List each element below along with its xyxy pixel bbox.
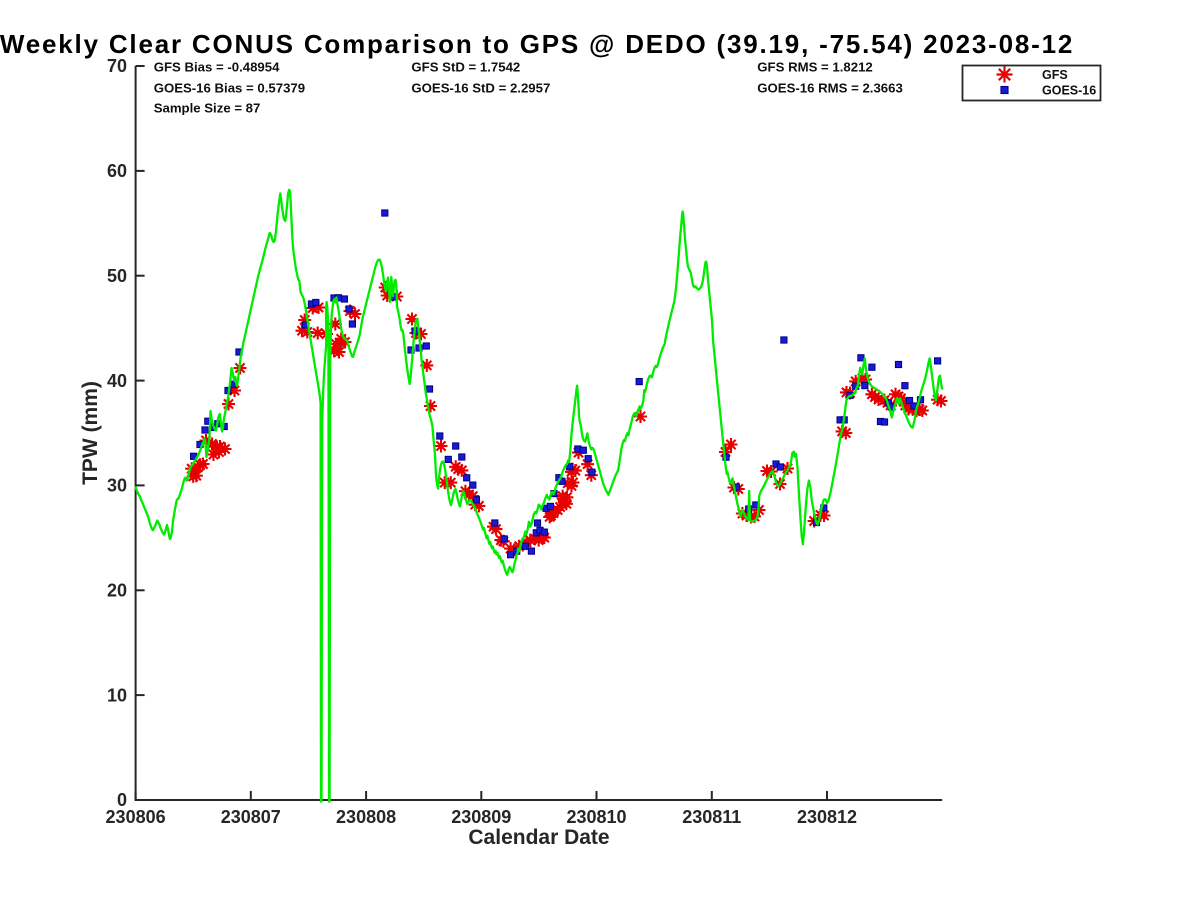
svg-text:230808: 230808: [336, 807, 396, 827]
svg-text:230810: 230810: [566, 807, 626, 827]
svg-text:70: 70: [107, 56, 127, 76]
svg-text:60: 60: [107, 161, 127, 181]
svg-text:230811: 230811: [682, 807, 741, 827]
svg-text:GFS Bias = -0.48954: GFS Bias = -0.48954: [154, 60, 280, 75]
svg-text:Weekly Clear CONUS Comparison: Weekly Clear CONUS Comparison to GPS @ D…: [0, 29, 1074, 59]
svg-text:230807: 230807: [221, 807, 281, 827]
svg-text:0: 0: [117, 790, 127, 810]
svg-text:20: 20: [107, 581, 127, 601]
svg-text:30: 30: [107, 476, 127, 496]
svg-text:50: 50: [107, 266, 127, 286]
svg-text:Calendar Date: Calendar Date: [468, 826, 609, 849]
svg-text:GOES-16 StD = 2.2957: GOES-16 StD = 2.2957: [411, 81, 550, 96]
svg-text:GOES-16 RMS = 2.3663: GOES-16 RMS = 2.3663: [757, 81, 903, 96]
svg-text:TPW (mm): TPW (mm): [79, 381, 102, 485]
svg-text:40: 40: [107, 371, 127, 391]
svg-text:GOES-16 Bias = 0.57379: GOES-16 Bias = 0.57379: [154, 81, 305, 96]
svg-text:230812: 230812: [797, 807, 857, 827]
svg-text:Sample Size = 87: Sample Size = 87: [154, 101, 261, 116]
svg-text:10: 10: [107, 685, 127, 705]
svg-text:230806: 230806: [106, 807, 166, 827]
svg-text:GFS StD = 1.7542: GFS StD = 1.7542: [411, 60, 520, 75]
svg-text:GFS RMS = 1.8212: GFS RMS = 1.8212: [757, 60, 872, 75]
svg-text:GFS: GFS: [1042, 68, 1068, 82]
svg-text:230809: 230809: [451, 807, 511, 827]
svg-text:GOES-16: GOES-16: [1042, 84, 1096, 98]
